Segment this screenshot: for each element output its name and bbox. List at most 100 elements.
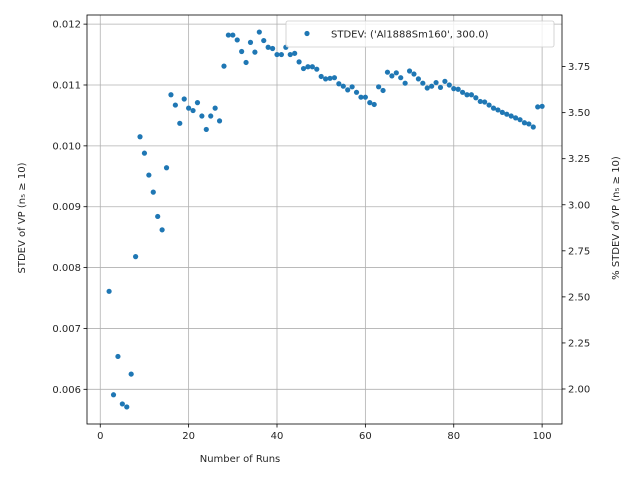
data-point	[265, 44, 271, 50]
data-point	[389, 73, 395, 79]
data-point	[340, 83, 346, 89]
y2-tick-label: 2.25	[568, 338, 590, 349]
data-point	[168, 92, 174, 98]
data-point	[137, 134, 143, 140]
data-point	[172, 102, 178, 108]
data-point	[473, 95, 479, 101]
data-point	[504, 111, 510, 117]
data-point	[517, 117, 523, 123]
data-point	[163, 165, 170, 171]
data-point	[429, 83, 435, 89]
data-point	[468, 92, 475, 98]
y2-tick-label: 3.25	[568, 154, 590, 165]
data-point	[256, 29, 262, 35]
data-point	[349, 84, 355, 90]
y2-axis-ticks: 2.00 2.25 2.50 2.75 3.00 3.25 3.50 3.75	[562, 62, 590, 395]
data-point	[486, 102, 492, 108]
data-point	[212, 105, 218, 111]
x-tick-label: 80	[447, 431, 460, 442]
plot-frame	[86, 14, 563, 425]
y2-tick-label: 2.00	[568, 384, 590, 395]
data-point	[115, 353, 121, 360]
data-point	[459, 89, 466, 95]
data-point	[526, 121, 532, 127]
data-point	[331, 75, 338, 81]
data-point	[230, 32, 236, 38]
data-point	[336, 81, 342, 87]
data-point	[133, 254, 139, 260]
legend-box	[285, 20, 555, 48]
data-point	[446, 82, 452, 88]
y-tick-label: 0.009	[52, 202, 81, 213]
data-point	[490, 105, 497, 111]
data-point	[155, 213, 161, 220]
data-point	[495, 107, 501, 113]
data-point	[141, 150, 148, 156]
data-point	[124, 404, 130, 410]
x-tick-label: 100	[533, 431, 552, 442]
data-point	[110, 392, 117, 398]
data-point	[216, 118, 223, 124]
data-point	[318, 73, 324, 80]
x-tick-label: 0	[97, 431, 103, 442]
data-point	[437, 84, 444, 91]
legend-entry-label: STDEV: ('Al1888Sm160', 300.0)	[331, 30, 489, 41]
data-point	[208, 113, 214, 119]
y2-tick-label: 3.00	[568, 200, 590, 211]
data-point	[521, 120, 528, 126]
data-point	[247, 39, 254, 45]
data-point	[146, 172, 152, 178]
data-point	[261, 37, 267, 44]
data-point	[300, 65, 307, 72]
data-point	[371, 101, 377, 108]
data-point	[367, 100, 373, 106]
y-axis-label: STDEV of VP (n₅ ≥ 10)	[17, 162, 28, 273]
data-point	[482, 99, 488, 105]
data-point	[190, 107, 196, 114]
data-point	[380, 87, 386, 94]
data-point	[159, 227, 165, 233]
data-point	[243, 59, 249, 66]
data-point	[508, 113, 514, 119]
data-point	[287, 51, 293, 58]
data-point	[442, 78, 448, 84]
data-point	[181, 96, 187, 102]
data-point	[199, 113, 205, 119]
data-point	[278, 51, 285, 58]
y2-tick-label: 2.75	[568, 246, 590, 257]
data-point	[402, 80, 408, 86]
y2-tick-label: 3.75	[568, 62, 590, 73]
data-point	[406, 68, 413, 74]
data-point	[305, 64, 311, 70]
y2-axis-label: % STDEV of VP (n₅ ≥ 10)	[611, 156, 622, 280]
data-point	[530, 124, 536, 130]
data-point	[225, 32, 231, 38]
data-point	[393, 70, 399, 76]
data-point	[150, 189, 156, 195]
data-point	[177, 120, 183, 126]
data-point	[477, 98, 483, 105]
data-point	[252, 49, 258, 55]
data-point	[433, 79, 439, 86]
data-point	[415, 76, 421, 82]
data-point	[323, 76, 329, 82]
x-tick-label: 20	[182, 431, 195, 442]
y-tick-label: 0.011	[52, 80, 81, 91]
x-tick-label: 40	[271, 431, 284, 442]
data-point	[411, 71, 417, 77]
data-point	[128, 371, 134, 377]
x-axis-label: Number of Runs	[200, 454, 281, 465]
data-point	[384, 69, 391, 75]
data-point	[376, 84, 382, 90]
y-tick-label: 0.006	[52, 385, 81, 396]
data-point	[362, 94, 368, 100]
y-tick-label: 0.008	[52, 263, 81, 274]
y-tick-label: 0.007	[52, 324, 81, 335]
data-point	[119, 401, 125, 407]
y-axis-ticks: 0.006 0.007 0.008 0.009 0.010 0.011 0.012	[52, 20, 87, 396]
y-tick-label: 0.012	[52, 20, 81, 31]
y-tick-label: 0.010	[52, 141, 81, 152]
data-point	[513, 115, 519, 121]
data-point	[398, 75, 404, 81]
data-point	[296, 59, 302, 65]
